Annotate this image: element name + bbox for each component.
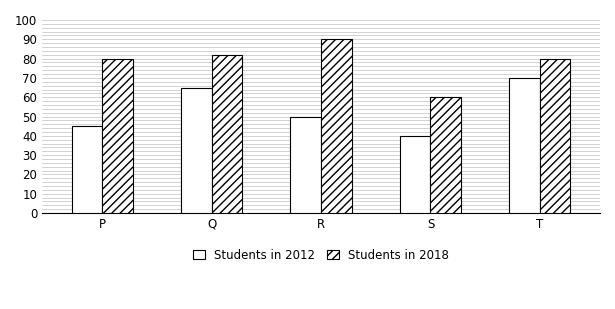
Bar — [400, 136, 430, 213]
Bar — [540, 59, 571, 213]
Bar — [71, 126, 102, 213]
Bar — [290, 116, 321, 213]
Bar — [212, 55, 242, 213]
Bar — [102, 59, 133, 213]
Bar — [181, 87, 212, 213]
Bar — [321, 39, 352, 213]
Bar — [509, 78, 540, 213]
Bar — [430, 97, 461, 213]
Legend: Students in 2012, Students in 2018: Students in 2012, Students in 2018 — [189, 245, 453, 265]
